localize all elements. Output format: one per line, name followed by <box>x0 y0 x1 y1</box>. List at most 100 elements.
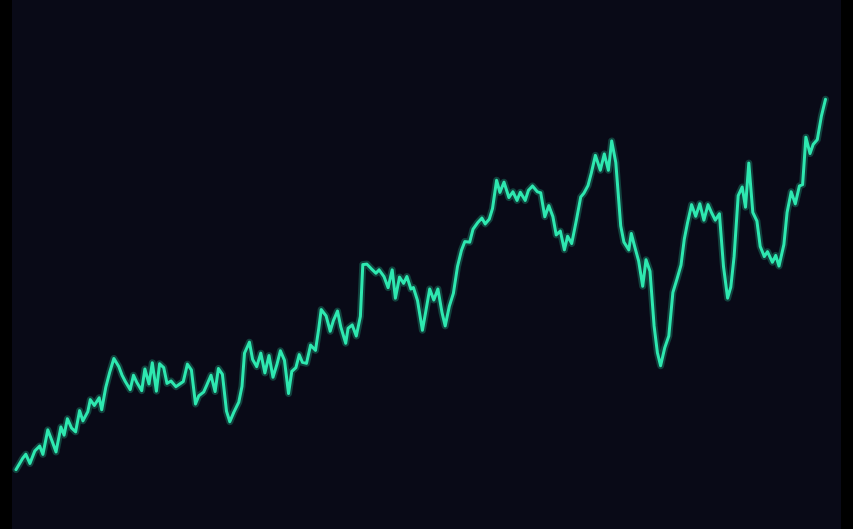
data-point <box>186 363 189 366</box>
data-point <box>710 211 713 213</box>
data-point <box>421 329 424 332</box>
data-point <box>24 453 27 456</box>
data-point <box>283 359 286 362</box>
data-point <box>676 278 678 280</box>
data-point <box>672 291 674 294</box>
data-point <box>329 330 332 333</box>
data-point <box>359 315 362 318</box>
data-point <box>531 185 534 187</box>
data-point <box>575 218 578 221</box>
data-point <box>279 349 282 352</box>
data-point <box>570 242 573 245</box>
data-point <box>653 325 655 327</box>
data-point <box>355 335 358 337</box>
data-point <box>170 380 172 382</box>
data-point <box>722 265 725 268</box>
data-point <box>599 169 602 172</box>
data-point <box>202 391 205 393</box>
data-point <box>410 288 412 290</box>
data-point <box>778 265 780 267</box>
data-point <box>63 434 65 436</box>
data-point <box>512 190 514 193</box>
data-point <box>566 235 569 238</box>
data-point <box>536 190 539 193</box>
data-point <box>583 192 585 195</box>
data-point <box>603 153 606 155</box>
plot-background <box>12 0 841 529</box>
data-point <box>309 344 312 346</box>
data-point <box>347 327 349 330</box>
data-point <box>140 389 143 392</box>
data-point <box>656 351 659 354</box>
data-point <box>690 203 693 206</box>
data-point <box>51 441 54 444</box>
data-point <box>298 353 301 356</box>
data-point <box>744 206 747 209</box>
data-point <box>124 380 127 383</box>
data-point <box>398 276 401 278</box>
data-point <box>448 305 451 308</box>
data-point <box>824 98 827 101</box>
data-point <box>332 319 335 322</box>
data-point <box>756 220 758 222</box>
data-point <box>225 410 228 413</box>
data-point <box>113 357 115 360</box>
data-point <box>66 417 69 420</box>
data-point <box>726 297 729 299</box>
data-point <box>82 419 84 422</box>
data-point <box>217 367 220 370</box>
data-point <box>402 282 405 285</box>
data-point <box>747 162 750 165</box>
data-point <box>178 383 181 386</box>
data-point <box>320 308 323 311</box>
data-point <box>60 426 62 428</box>
data-point <box>477 221 479 224</box>
data-point <box>630 232 633 235</box>
data-point <box>424 311 427 314</box>
data-point <box>437 288 439 290</box>
data-point <box>694 215 697 218</box>
data-point <box>325 315 327 317</box>
data-point <box>751 211 754 214</box>
data-point <box>527 189 530 192</box>
data-point <box>444 325 447 327</box>
data-point <box>637 259 640 262</box>
data-point <box>383 275 385 278</box>
data-point <box>763 255 766 258</box>
data-point <box>594 154 597 157</box>
data-point <box>93 404 96 407</box>
data-point <box>707 203 709 206</box>
data-point <box>151 361 154 364</box>
data-point <box>460 249 463 252</box>
data-point <box>805 136 807 139</box>
data-point <box>272 376 274 379</box>
data-point <box>317 327 320 330</box>
data-point <box>703 219 705 222</box>
data-point <box>519 191 522 194</box>
data-point <box>268 354 270 357</box>
data-point <box>135 381 138 384</box>
data-point <box>412 286 415 289</box>
data-point <box>590 172 593 175</box>
data-point <box>155 390 158 392</box>
data-point <box>259 352 262 355</box>
data-point <box>42 453 44 456</box>
data-point <box>104 386 107 389</box>
data-point <box>251 358 254 361</box>
data-point <box>375 272 377 275</box>
data-point <box>759 245 762 248</box>
data-point <box>683 238 686 241</box>
data-point <box>264 372 266 374</box>
data-point <box>766 250 769 253</box>
data-point <box>344 342 347 345</box>
data-point <box>481 217 483 220</box>
data-point <box>441 311 443 314</box>
data-point <box>516 199 518 202</box>
data-point <box>432 299 435 301</box>
data-point <box>663 347 666 349</box>
data-point <box>820 115 823 117</box>
data-point <box>241 385 243 388</box>
data-point <box>680 264 682 266</box>
